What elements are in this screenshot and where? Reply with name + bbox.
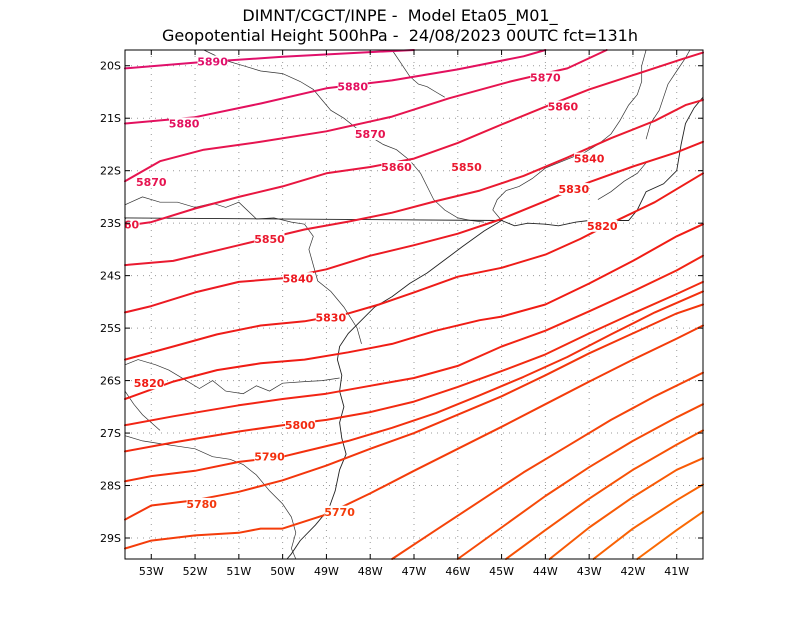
height-contours: [124, 49, 704, 560]
map-title-line1: DIMNT/CGCT/INPE - Model Eta05_M01_: [242, 6, 558, 25]
contour-label-5830: 5830: [559, 183, 590, 196]
contour-label-bg: [451, 161, 482, 174]
contour-label-bg: [558, 183, 589, 196]
x-tick-label: 42W: [621, 565, 646, 578]
contour-label-bg: [547, 100, 578, 113]
contour-label-5790: 5790: [254, 451, 285, 464]
map-title-line2: Geopotential Height 500hPa - 24/08/2023 …: [162, 26, 638, 45]
contour-label-5770: 5770: [324, 506, 355, 519]
boundary-line: [492, 190, 507, 221]
contour-label-5880: 5880: [337, 81, 368, 94]
contour-5790: [124, 290, 704, 483]
boundary-line: [124, 196, 362, 344]
y-tick-label: 21S: [100, 112, 121, 125]
contour-5870: [124, 49, 608, 183]
contour-label-5800: 5800: [285, 419, 316, 432]
contour-5780: [124, 303, 704, 521]
contour-5850: [124, 98, 704, 267]
contour-label-bg: [254, 232, 285, 245]
contour-label-bg: [197, 55, 228, 68]
x-tick-label: 43W: [577, 565, 602, 578]
contour-label-bg: [355, 127, 386, 140]
x-tick-label: 45W: [489, 565, 514, 578]
contour-label-5830: 5830: [315, 312, 346, 325]
contour-5750: [456, 403, 704, 560]
y-tick-label: 23S: [100, 217, 121, 230]
contour-5890: [124, 49, 415, 70]
y-tick-label: 28S: [100, 480, 121, 493]
contour-5810: [124, 254, 704, 427]
contour-label-5850: 5850: [451, 161, 482, 174]
contour-label-5850: 5850: [254, 233, 285, 246]
y-tick-label: 20S: [100, 60, 121, 73]
x-tick-label: 51W: [226, 565, 251, 578]
y-tick-label: 22S: [100, 165, 121, 178]
boundary-line: [124, 359, 340, 395]
x-tick-label: 53W: [139, 565, 164, 578]
y-tick-label: 25S: [100, 322, 121, 335]
contour-label-5860: 5860: [548, 101, 579, 114]
contour-5710: [636, 510, 704, 560]
y-tick-label: 29S: [100, 532, 121, 545]
contour-label-5880: 5880: [169, 117, 200, 130]
coastline-north: [501, 96, 704, 227]
contour-label-bg: [136, 176, 167, 189]
contour-label-5870: 5870: [136, 176, 167, 189]
y-tick-label: 26S: [100, 375, 121, 388]
coastline-south: [124, 217, 504, 560]
x-tick-label: 52W: [183, 565, 208, 578]
x-tick-label: 41W: [664, 565, 689, 578]
contour-label-bg: [186, 497, 217, 510]
boundary-line: [203, 49, 485, 223]
x-tick-label: 47W: [402, 565, 427, 578]
contour-5760: [391, 371, 704, 560]
contour-5740: [505, 429, 704, 560]
contour-label-bg: [587, 219, 618, 232]
contour-label-bg: [337, 80, 368, 93]
boundary-line: [124, 390, 161, 431]
boundary-line: [597, 162, 647, 200]
contour-label-5840: 5840: [283, 272, 314, 285]
coastline: [124, 96, 704, 560]
contour-5820: [124, 223, 704, 400]
contour-label-bg: [134, 377, 165, 390]
contour-label-bg: [574, 152, 605, 165]
contour-label-bg: [123, 218, 140, 231]
y-tick-label: 24S: [100, 270, 121, 283]
contour-label-bg: [315, 311, 346, 324]
x-tick-label: 44W: [533, 565, 558, 578]
contour-5840: [124, 140, 704, 314]
x-tick-label: 50W: [270, 565, 295, 578]
contour-5880: [124, 49, 547, 125]
x-tick-label: 46W: [445, 565, 470, 578]
contour-5720: [592, 483, 704, 560]
contour-label-5780: 5780: [186, 498, 217, 511]
contour-label-5890: 5890: [197, 56, 228, 69]
contour-labels: 5890 5880 5880 5870 5870 5870 60 5860 5860 5850 58…: [123, 55, 618, 519]
contour-label-5860: 60: [124, 219, 140, 232]
contour-label-5870: 5870: [355, 128, 386, 141]
contour-label-bg: [324, 505, 355, 518]
contour-label-5820: 5820: [587, 220, 618, 233]
contour-label-bg: [530, 71, 561, 84]
contour-label-bg: [282, 272, 313, 285]
contour-label-bg: [381, 161, 412, 174]
contour-5860: [124, 51, 704, 227]
contour-label-5840: 5840: [574, 153, 605, 166]
axis-ticks: 53W 52W 51W 50W 49W 48W 47W 46W 45W 44W 43W 42W 41W 2…: [100, 50, 703, 578]
y-tick-label: 27S: [100, 427, 121, 440]
contour-label-5820: 5820: [134, 377, 165, 390]
contour-5800: [124, 280, 704, 453]
contour-5730: [548, 457, 704, 560]
contour-label-bg: [254, 450, 285, 463]
x-tick-label: 48W: [358, 565, 383, 578]
x-tick-label: 49W: [314, 565, 339, 578]
contour-5770: [124, 324, 704, 550]
contour-label-bg: [169, 117, 200, 130]
contour-label-5860: 5860: [381, 161, 412, 174]
boundary-line: [391, 49, 445, 98]
contour-label-bg: [285, 419, 316, 432]
contour-label-5870: 5870: [530, 71, 561, 84]
